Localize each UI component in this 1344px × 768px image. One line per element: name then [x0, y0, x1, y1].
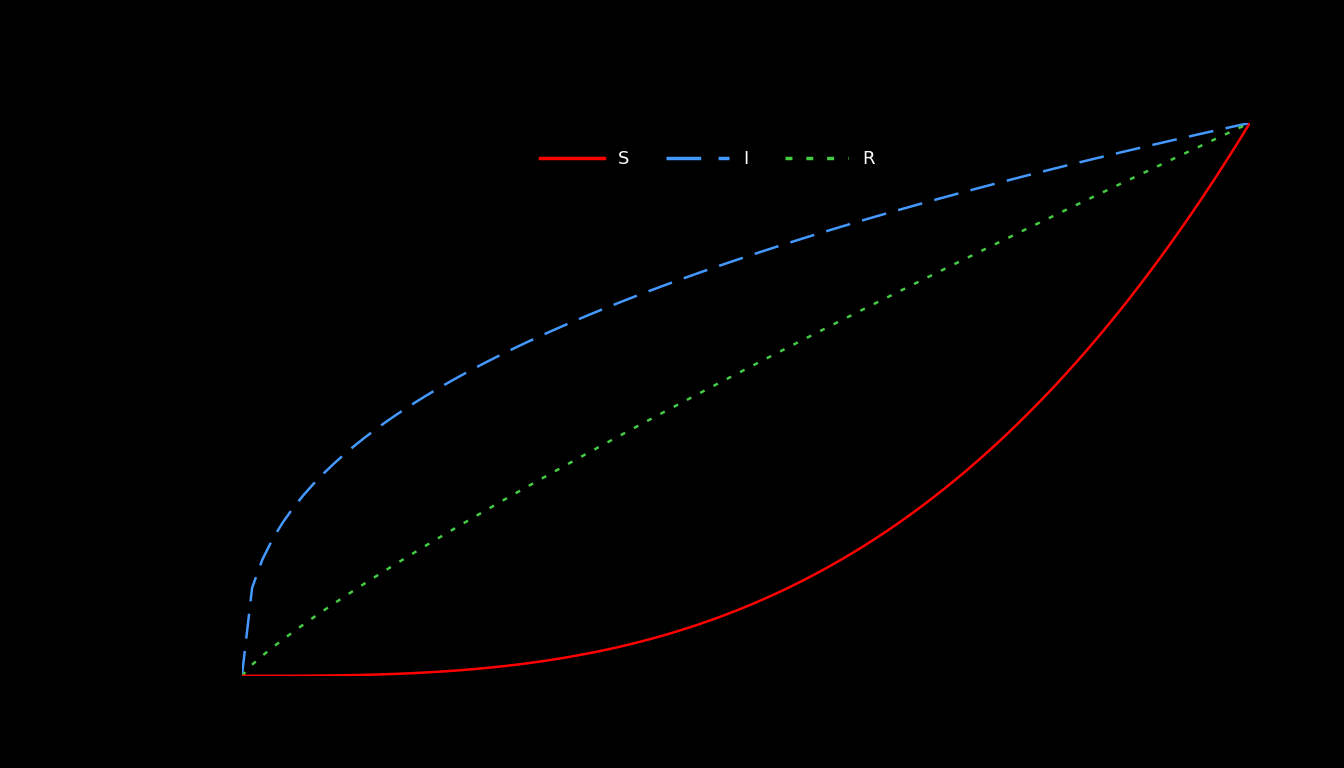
Legend: S, I, R: S, I, R — [534, 143, 882, 175]
